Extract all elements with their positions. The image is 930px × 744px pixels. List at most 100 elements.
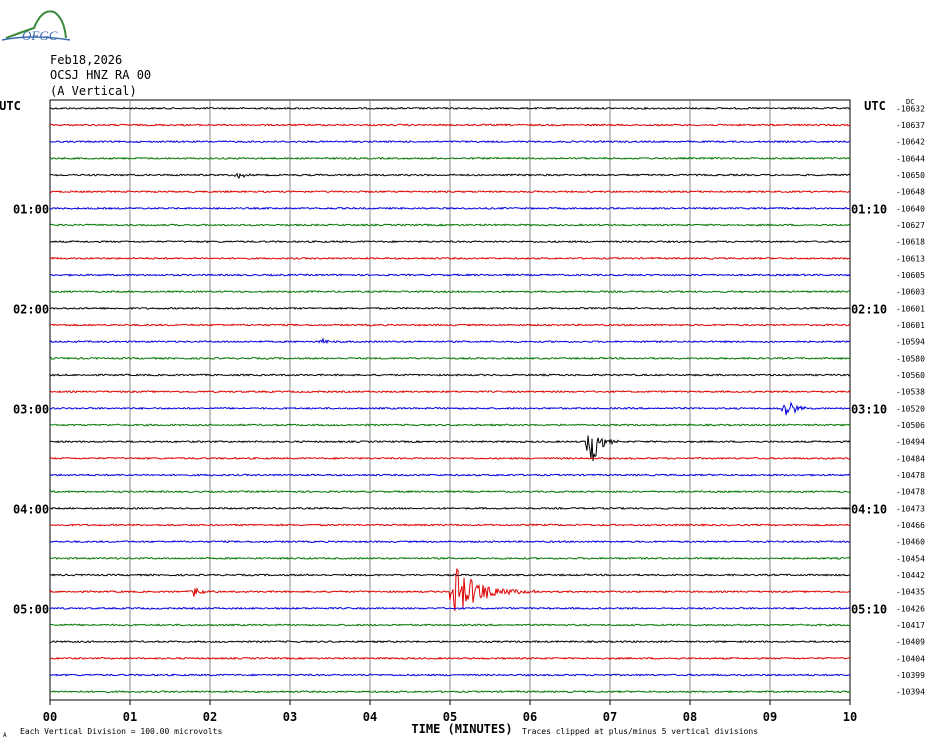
trace-offset-label: -10603 [896,288,925,297]
utc-left-label: UTC [0,99,21,113]
scale-note: Each Vertical Division = 100.00 microvol… [20,727,222,736]
trace-offset-label: -10506 [896,421,925,430]
seismic-trace [49,390,851,394]
trace-offset-label: -10466 [896,521,925,530]
x-tick-label: 07 [603,710,617,724]
seismic-trace [49,640,851,644]
footer-mark: A [3,732,7,739]
seismic-trace [49,435,851,462]
seismic-trace [49,490,851,494]
trace-offset-label: -10435 [896,588,925,597]
seismic-trace [49,206,851,211]
trace-offset-label: -10417 [896,621,925,630]
seismic-trace [49,689,851,694]
seismic-trace [49,123,851,127]
x-tick-label: 00 [43,710,57,724]
logo-mountain-icon: OFGC [1,10,71,43]
left-time-label: 04:00 [13,502,49,516]
left-time-label: 05:00 [13,602,49,616]
seismic-trace [49,456,851,460]
seismic-trace [49,540,851,544]
trace-offset-label: -10632 [896,104,925,113]
trace-offset-label: -10560 [896,371,925,380]
seismic-trace [49,190,851,194]
right-time-label: 01:10 [851,202,887,216]
seismic-trace [49,423,851,427]
seismic-trace [49,401,851,416]
seismic-trace [49,172,851,180]
x-tick-label: 09 [763,710,777,724]
trace-offset-label: -10637 [896,121,925,130]
seismic-trace [49,656,851,660]
seismic-trace [49,240,851,244]
trace-offset-label: -10399 [896,671,925,680]
x-tick-label: 02 [203,710,217,724]
trace-offset-label: -10640 [896,204,925,213]
seismic-trace [49,323,851,327]
left-time-label: 03:00 [13,402,49,416]
x-tick-label: 03 [283,710,297,724]
seismic-trace [49,306,851,311]
x-tick-label: 08 [683,710,697,724]
seismic-trace [49,223,851,227]
trace-offset-label: -10454 [896,554,925,563]
seismic-trace [49,156,851,160]
trace-offset-label: -10484 [896,454,925,463]
x-tick-label: 01 [123,710,137,724]
x-tick-label: 04 [363,710,377,724]
seismic-trace [49,336,851,345]
logo-text: OFGC [22,28,58,43]
seismic-trace [49,356,851,360]
left-time-label: 01:00 [13,202,49,216]
trace-offset-label: -10404 [896,654,925,663]
trace-offset-label: -10580 [896,354,925,363]
seismic-trace [49,273,851,277]
x-tick-label: 10 [843,710,857,724]
seismic-trace [49,673,851,677]
x-tick-label: 05 [443,710,457,724]
trace-offset-label: -10618 [896,238,925,247]
right-time-label: 05:10 [851,602,887,616]
utc-right-label: UTC [864,99,886,113]
trace-offset-label: -10394 [896,688,925,697]
seismic-trace [49,289,851,294]
seismic-trace [49,473,851,477]
ofgc-logo: OFGC [1,4,72,48]
component-label: (A Vertical) [50,84,137,98]
trace-offset-label: -10650 [896,171,925,180]
x-tick-label: 06 [523,710,537,724]
station-label: OCSJ HNZ RA 00 [50,68,152,82]
clip-note: Traces clipped at plus/minus 5 vertical … [522,727,758,736]
trace-offset-label: -10642 [896,138,925,147]
right-time-label: 02:10 [851,302,887,316]
trace-offset-label: -10601 [896,304,925,313]
seismic-trace [49,523,851,527]
trace-offset-label: -10605 [896,271,925,280]
offset-unit-label: DC [906,98,914,106]
trace-offset-label: -10494 [896,438,925,447]
seismic-trace [49,573,851,577]
trace-offset-label: -10644 [896,154,925,163]
trace-offset-label: -10538 [896,388,925,397]
trace-offset-label: -10478 [896,488,925,497]
trace-offset-label: -10473 [896,504,925,513]
right-time-label: 04:10 [851,502,887,516]
trace-offset-label: -10648 [896,188,925,197]
x-axis-label: TIME (MINUTES) [411,722,512,736]
trace-offset-label: -10409 [896,638,925,647]
left-time-label: 02:00 [13,302,49,316]
seismic-trace [49,106,851,110]
trace-offset-label: -10478 [896,471,925,480]
seismic-trace [49,567,851,611]
right-time-label: 03:10 [851,402,887,416]
trace-offset-label: -10601 [896,321,925,330]
trace-offset-label: -10426 [896,604,925,613]
date-label: Feb18,2026 [50,53,123,67]
trace-offset-label: -10627 [896,221,925,230]
trace-offset-label: -10613 [896,254,925,263]
trace-offset-label: -10460 [896,538,925,547]
seismic-trace [49,373,851,377]
trace-offset-label: -10442 [896,571,925,580]
seismic-trace [49,140,851,144]
